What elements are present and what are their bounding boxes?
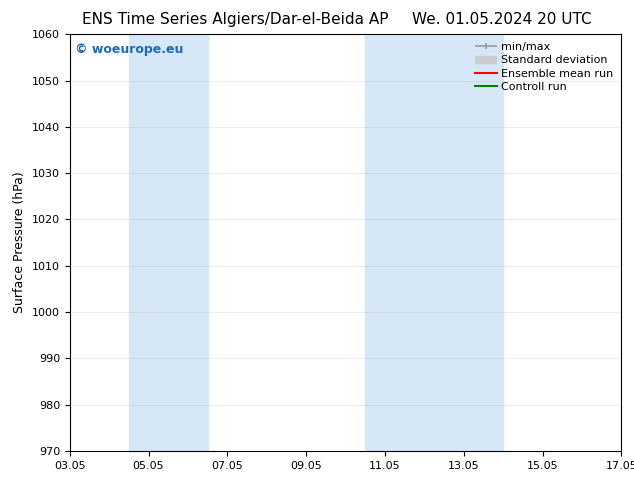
- Bar: [444, 34, 503, 451]
- Legend: min/max, Standard deviation, Ensemble mean run, Controll run: min/max, Standard deviation, Ensemble me…: [470, 38, 618, 97]
- Bar: [129, 34, 207, 451]
- Y-axis label: Surface Pressure (hPa): Surface Pressure (hPa): [13, 172, 27, 314]
- Text: We. 01.05.2024 20 UTC: We. 01.05.2024 20 UTC: [412, 12, 592, 27]
- Text: ENS Time Series Algiers/Dar-el-Beida AP: ENS Time Series Algiers/Dar-el-Beida AP: [82, 12, 389, 27]
- Bar: [365, 34, 444, 451]
- Text: © woeurope.eu: © woeurope.eu: [75, 43, 184, 56]
